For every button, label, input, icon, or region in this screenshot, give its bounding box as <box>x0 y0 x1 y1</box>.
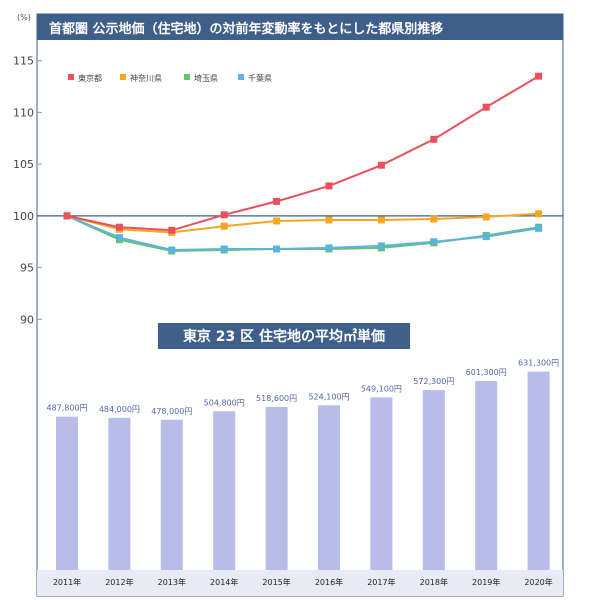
bar-chart: 487,800円 2011年 484,000円 2012年 478,000円 2013年 5… <box>37 40 566 596</box>
series-line <box>66 214 539 252</box>
data-point <box>168 226 176 234</box>
data-point <box>273 217 281 225</box>
x-tick-label: 2015年 <box>262 577 290 587</box>
data-point <box>325 182 333 190</box>
legend-swatch <box>68 74 74 80</box>
bar <box>108 417 131 570</box>
x-tick-label: 2020年 <box>524 577 552 587</box>
bar <box>318 405 340 570</box>
data-point <box>115 234 123 242</box>
data-point <box>220 222 228 230</box>
bar <box>56 416 78 570</box>
data-point <box>115 223 123 231</box>
x-tick-label: 2017年 <box>367 577 395 587</box>
bar-value-label: 549,100円 <box>361 384 402 393</box>
data-point <box>535 72 543 80</box>
data-point <box>273 245 281 253</box>
legend-label: 東京都 <box>78 73 102 83</box>
bar-value-label: 518,600円 <box>256 394 297 403</box>
data-point <box>430 238 438 246</box>
data-point <box>377 242 385 250</box>
bar-value-label: 601,300円 <box>466 368 507 377</box>
legend-label: 神奈川県 <box>130 73 162 83</box>
x-tick-label: 2013年 <box>158 577 186 587</box>
data-point <box>325 216 333 224</box>
series-line <box>66 212 539 234</box>
bar <box>160 419 183 570</box>
y-tick-label: 95 <box>20 262 34 275</box>
x-tick-label: 2014年 <box>210 577 238 587</box>
x-tick-label: 2011年 <box>53 577 81 587</box>
data-point <box>377 216 385 224</box>
bar <box>475 381 498 570</box>
bar-value-label: 504,800円 <box>204 398 245 407</box>
bar <box>370 397 393 570</box>
x-tick-label: 2016年 <box>315 577 343 587</box>
legend-label: 埼玉県 <box>194 73 218 83</box>
data-point <box>325 244 333 252</box>
bar-value-label: 524,100円 <box>308 392 349 401</box>
bar-chart-title: 東京 23 区 住宅地の平均㎡単価 <box>158 323 410 349</box>
line-chart-title: 首都圏 公示地価（住宅地）の対前年変動率をもとにした都県別推移 <box>37 14 563 40</box>
data-point <box>430 215 438 223</box>
y-tick-label: 90 <box>20 313 34 326</box>
bar <box>265 407 288 570</box>
y-axis-unit: (%) <box>17 13 31 22</box>
y-tick-label: 110 <box>13 106 34 119</box>
bar-value-label: 487,800円 <box>46 404 87 413</box>
y-tick-label: 105 <box>13 158 34 171</box>
x-tick-label: 2018年 <box>420 577 448 587</box>
x-tick-label: 2012年 <box>105 577 133 587</box>
bar-value-label: 631,300円 <box>518 359 559 368</box>
bar-value-label: 484,000円 <box>99 405 140 414</box>
y-tick-label: 115 <box>13 55 34 68</box>
bar-baseline-band <box>37 570 563 596</box>
series-line <box>66 75 540 232</box>
data-point <box>430 135 438 143</box>
data-point <box>220 211 228 219</box>
legend-label: 千葉県 <box>248 73 272 83</box>
data-point <box>168 246 176 254</box>
bar <box>422 390 445 570</box>
bar-value-label: 572,300円 <box>413 377 454 386</box>
line-chart: 90 95 100 105 110 115 東京都 神奈川県 埼玉県 千葉県 <box>13 55 563 326</box>
x-tick-label: 2019年 <box>472 577 500 587</box>
data-point <box>482 213 490 221</box>
bar <box>213 411 236 570</box>
bar-value-label: 478,000円 <box>151 407 192 416</box>
legend-swatch <box>184 74 190 80</box>
data-point <box>220 245 228 253</box>
data-point <box>535 210 543 218</box>
y-tick-label: 100 <box>13 210 34 223</box>
legend-swatch <box>120 74 126 80</box>
legend-swatch <box>238 74 244 80</box>
data-point <box>377 161 385 169</box>
data-point <box>63 212 71 220</box>
data-point <box>273 197 281 205</box>
bar <box>527 371 550 570</box>
data-point <box>482 233 490 241</box>
data-point <box>482 103 490 111</box>
data-point <box>535 224 543 232</box>
